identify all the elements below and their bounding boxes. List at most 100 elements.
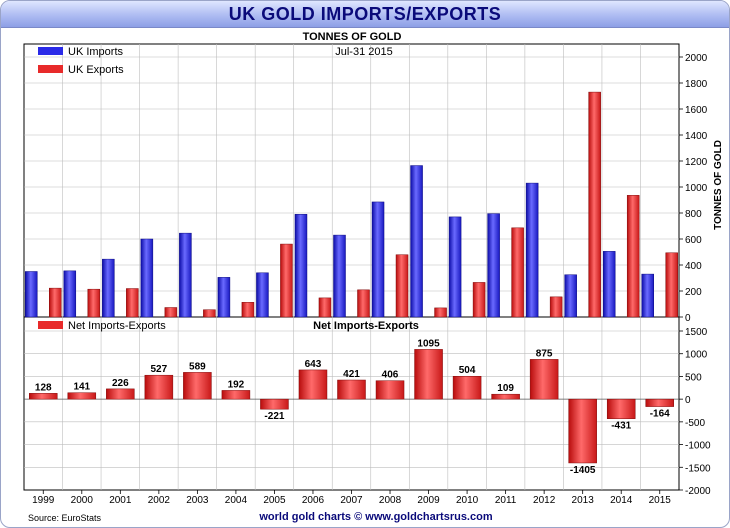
bottom-y-ticks: -2000 -1500 -1000 -500 0 500 1000 1500 <box>679 327 711 497</box>
net-data-label-2010: 504 <box>459 365 476 376</box>
bar-exports-2010 <box>472 282 486 318</box>
bar-exports-2006 <box>318 297 332 318</box>
legend-swatch-exports <box>38 65 63 73</box>
bar-net-2005 <box>260 398 289 410</box>
bar-exports-2005 <box>280 243 293 318</box>
y-tick-label: 400 <box>685 261 702 272</box>
bar-exports-2007 <box>357 289 370 318</box>
y-tick-label: 1800 <box>685 79 708 90</box>
net-data-label-2015: -164 <box>650 409 670 420</box>
bar-net-2002 <box>144 374 174 400</box>
bar-exports-1999 <box>49 287 62 318</box>
bar-exports-2000 <box>87 288 101 318</box>
legend-label-imports: UK Imports <box>68 46 124 58</box>
bar-net-2009 <box>414 349 443 400</box>
x-ticks: 1999 2000 2001 2002 2003 2004 2005 2006 2007 2008… <box>32 490 671 506</box>
y-tick-label: 1400 <box>685 131 708 142</box>
bar-net-2013 <box>568 398 597 464</box>
net-data-label-2008: 406 <box>382 370 399 381</box>
y-tick-label: 200 <box>685 287 702 298</box>
x-tick-label-2013: 2013 <box>572 495 595 506</box>
x-tick-label-2014: 2014 <box>610 495 633 506</box>
chart-date: Jul-31 2015 <box>335 46 393 58</box>
y-tick-label: 800 <box>685 209 702 220</box>
bar-net-2011 <box>491 393 520 400</box>
y-tick-label: 0 <box>685 313 691 324</box>
x-tick-label-2008: 2008 <box>379 495 402 506</box>
x-tick-label-2015: 2015 <box>649 495 672 506</box>
chart-subtitle: TONNES OF GOLD <box>303 31 402 43</box>
x-tick-label-2002: 2002 <box>148 495 171 506</box>
bar-imports-2011 <box>487 213 500 318</box>
bar-exports-2009 <box>434 307 447 318</box>
bar-exports-2015 <box>665 252 678 318</box>
y-tick-label: 1200 <box>685 157 708 168</box>
bar-net-2003 <box>183 372 212 400</box>
x-tick-label-2001: 2001 <box>109 495 132 506</box>
net-data-label-1999: 128 <box>35 382 52 393</box>
bar-imports-2006 <box>294 214 308 318</box>
x-tick-label-2004: 2004 <box>225 495 248 506</box>
net-data-label-2004: 192 <box>228 379 245 390</box>
bar-exports-2011 <box>511 227 524 318</box>
y-axis-label: TONNES OF GOLD <box>713 140 724 230</box>
bar-exports-2012 <box>549 296 563 318</box>
x-tick-label-2006: 2006 <box>302 495 325 506</box>
bar-imports-2014 <box>602 251 616 318</box>
y-tick-label: -1500 <box>685 463 711 474</box>
x-tick-label-2003: 2003 <box>186 495 209 506</box>
net-data-label-2002: 527 <box>151 364 168 375</box>
x-tick-label-2007: 2007 <box>340 495 363 506</box>
y-tick-label: -2000 <box>685 486 711 497</box>
net-data-label-2007: 421 <box>343 369 360 380</box>
bar-exports-2003 <box>203 309 216 318</box>
top-bars <box>25 91 678 318</box>
bar-exports-2014 <box>626 195 640 318</box>
net-data-label-2005: -221 <box>264 411 284 422</box>
bar-exports-2002 <box>164 307 178 318</box>
x-tick-label-2011: 2011 <box>495 495 517 506</box>
y-tick-label: 1000 <box>685 350 708 361</box>
bar-exports-2001 <box>126 288 139 318</box>
net-data-label-2003: 589 <box>189 361 206 372</box>
bar-imports-2012 <box>525 182 539 318</box>
y-tick-label: 500 <box>685 372 702 383</box>
bar-imports-2005 <box>256 272 269 318</box>
x-tick-label-2000: 2000 <box>71 495 94 506</box>
bar-imports-2000 <box>63 270 77 318</box>
legend-swatch-net <box>38 321 63 329</box>
net-data-label-2006: 643 <box>305 359 322 370</box>
y-tick-label: 1500 <box>685 327 708 338</box>
bar-imports-1999 <box>25 271 38 318</box>
legend-label-net: Net Imports-Exports <box>68 320 166 332</box>
bar-exports-2004 <box>241 302 255 318</box>
bar-net-2008 <box>375 380 405 400</box>
net-data-labels: 128 141 226 527 589 192 -221 643 421 406 1095 504 10… <box>35 338 670 476</box>
bar-net-2004 <box>221 390 251 400</box>
bar-imports-2008 <box>371 201 385 318</box>
bar-imports-2004 <box>217 277 231 318</box>
top-grid <box>24 44 679 317</box>
y-tick-label: 2000 <box>685 53 708 64</box>
x-tick-label-2009: 2009 <box>417 495 440 506</box>
footer-credit: world gold charts © www.goldchartsrus.co… <box>258 511 492 523</box>
net-data-label-2014: -431 <box>611 421 631 432</box>
bar-net-2006 <box>298 369 328 400</box>
bar-net-2007 <box>337 379 366 400</box>
bar-imports-2007 <box>333 234 346 318</box>
legend-label-exports: UK Exports <box>68 64 124 76</box>
net-data-label-2000: 141 <box>73 382 90 393</box>
y-tick-label: 1000 <box>685 183 708 194</box>
net-data-label-2013: -1405 <box>570 465 596 476</box>
net-data-label-2001: 226 <box>112 378 129 389</box>
bar-imports-2003 <box>179 232 192 318</box>
bar-exports-2013 <box>588 91 601 318</box>
top-y-ticks: 0 200 400 600 800 1000 1200 1400 1600 1800 2000 <box>679 53 708 324</box>
y-tick-label: 1600 <box>685 105 708 116</box>
legend-swatch-imports <box>38 47 63 55</box>
bar-net-2010 <box>452 375 482 400</box>
net-data-label-2011: 109 <box>497 383 514 394</box>
bar-exports-2008 <box>395 254 409 318</box>
bar-imports-2001 <box>102 258 115 318</box>
bar-net-2012 <box>529 359 559 400</box>
